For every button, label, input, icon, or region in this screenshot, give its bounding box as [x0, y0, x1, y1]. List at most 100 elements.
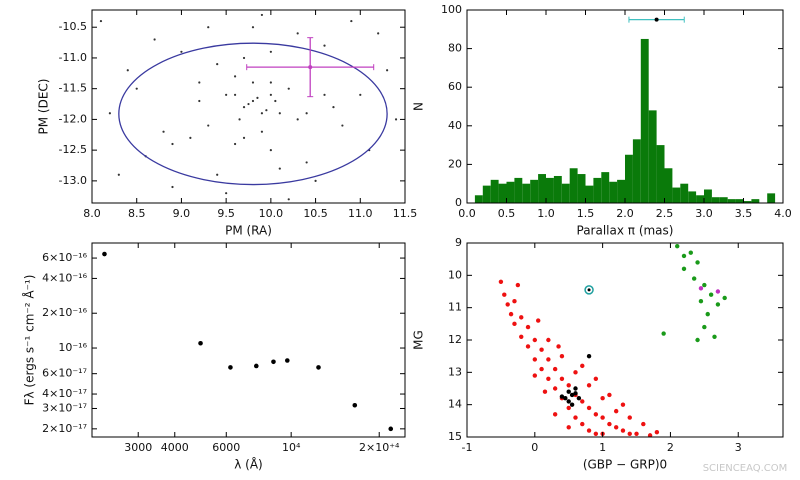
y-tick-label: 12 [448, 333, 462, 346]
point [593, 376, 599, 381]
point [661, 331, 666, 336]
point [102, 251, 107, 257]
point [350, 19, 353, 23]
y-tick-label: 13 [448, 365, 462, 378]
error-point [654, 17, 659, 22]
point [705, 311, 710, 317]
point [117, 173, 120, 176]
point [498, 279, 504, 284]
point [620, 428, 626, 433]
point [505, 302, 510, 307]
point [198, 340, 203, 346]
x-tick-label: 8.5 [128, 207, 146, 220]
point [613, 425, 619, 430]
point [715, 302, 721, 307]
bar [648, 110, 657, 203]
point [627, 431, 632, 436]
point [702, 324, 707, 330]
point [225, 192, 228, 195]
point [586, 405, 592, 411]
bar [530, 179, 539, 203]
point [542, 389, 548, 394]
point [600, 415, 605, 420]
point [722, 295, 727, 301]
point [573, 415, 578, 420]
point [171, 142, 174, 146]
bar [482, 185, 491, 203]
axes-frame [91, 242, 406, 438]
bar [538, 174, 546, 203]
bar [640, 38, 649, 203]
x-tick-label: 6000 [212, 441, 240, 454]
point [233, 142, 237, 146]
point [314, 179, 317, 182]
point [536, 318, 541, 323]
point [269, 93, 272, 96]
x-tick-label: 10.5 [303, 207, 328, 220]
point [352, 402, 358, 408]
point [216, 173, 219, 176]
selection-ellipse [118, 42, 388, 186]
point [546, 337, 551, 343]
point [691, 276, 697, 281]
x-tick-label: 2 [667, 441, 674, 454]
bar [561, 183, 570, 203]
y-tick-label: 80 [448, 42, 462, 55]
point [519, 315, 524, 320]
point [247, 102, 250, 106]
bar [617, 179, 625, 203]
y-tick-label: 4×10⁻¹⁶ [42, 271, 87, 284]
point [586, 353, 592, 359]
bar [522, 183, 531, 203]
point [634, 431, 639, 436]
x-tick-label: 3.5 [735, 207, 753, 220]
point [341, 124, 344, 127]
plot-area [102, 251, 394, 432]
point [225, 93, 228, 96]
point [296, 32, 299, 35]
y-tick-label: -11.5 [59, 82, 87, 95]
x-tick-label: 1.5 [577, 207, 595, 220]
point [552, 386, 558, 391]
y-tick-label: -11.0 [59, 51, 87, 64]
y-tick-label: 60 [448, 80, 462, 93]
bar [553, 175, 562, 203]
point [274, 99, 277, 103]
point [512, 299, 517, 304]
bar [490, 179, 499, 203]
bar [656, 145, 665, 203]
point [539, 347, 544, 352]
point [695, 260, 700, 265]
y-tick-label: -10.5 [59, 20, 87, 33]
point [135, 87, 138, 90]
y-tick-label: 6×10⁻¹⁶ [42, 251, 87, 264]
bar [506, 181, 515, 203]
bar [751, 199, 760, 203]
y-tick-label: 14 [448, 398, 462, 411]
point [532, 373, 538, 378]
point [171, 185, 174, 189]
point [681, 266, 687, 272]
point [228, 365, 233, 370]
point [278, 167, 281, 170]
y-tick-label: 15 [448, 430, 462, 443]
bar [577, 174, 586, 203]
point [323, 93, 326, 96]
y-axis-label: PM (DEC) [37, 79, 51, 135]
point [525, 324, 531, 330]
x-axis-label: (GBP − GRP)0 [583, 458, 667, 472]
point [287, 87, 290, 90]
bar [585, 185, 594, 203]
point [251, 99, 255, 103]
y-tick-label: 11 [448, 301, 462, 314]
x-tick-label: 4.0 [774, 207, 792, 220]
y-axis-label: Fλ (ergs s⁻¹ cm⁻² Å⁻¹) [22, 275, 37, 406]
x-tick-label: 4000 [161, 441, 189, 454]
point [641, 421, 646, 427]
point [198, 81, 201, 84]
bar [704, 189, 712, 203]
point [607, 421, 612, 427]
point [627, 415, 632, 420]
y-tick-label: 9 [455, 236, 462, 249]
